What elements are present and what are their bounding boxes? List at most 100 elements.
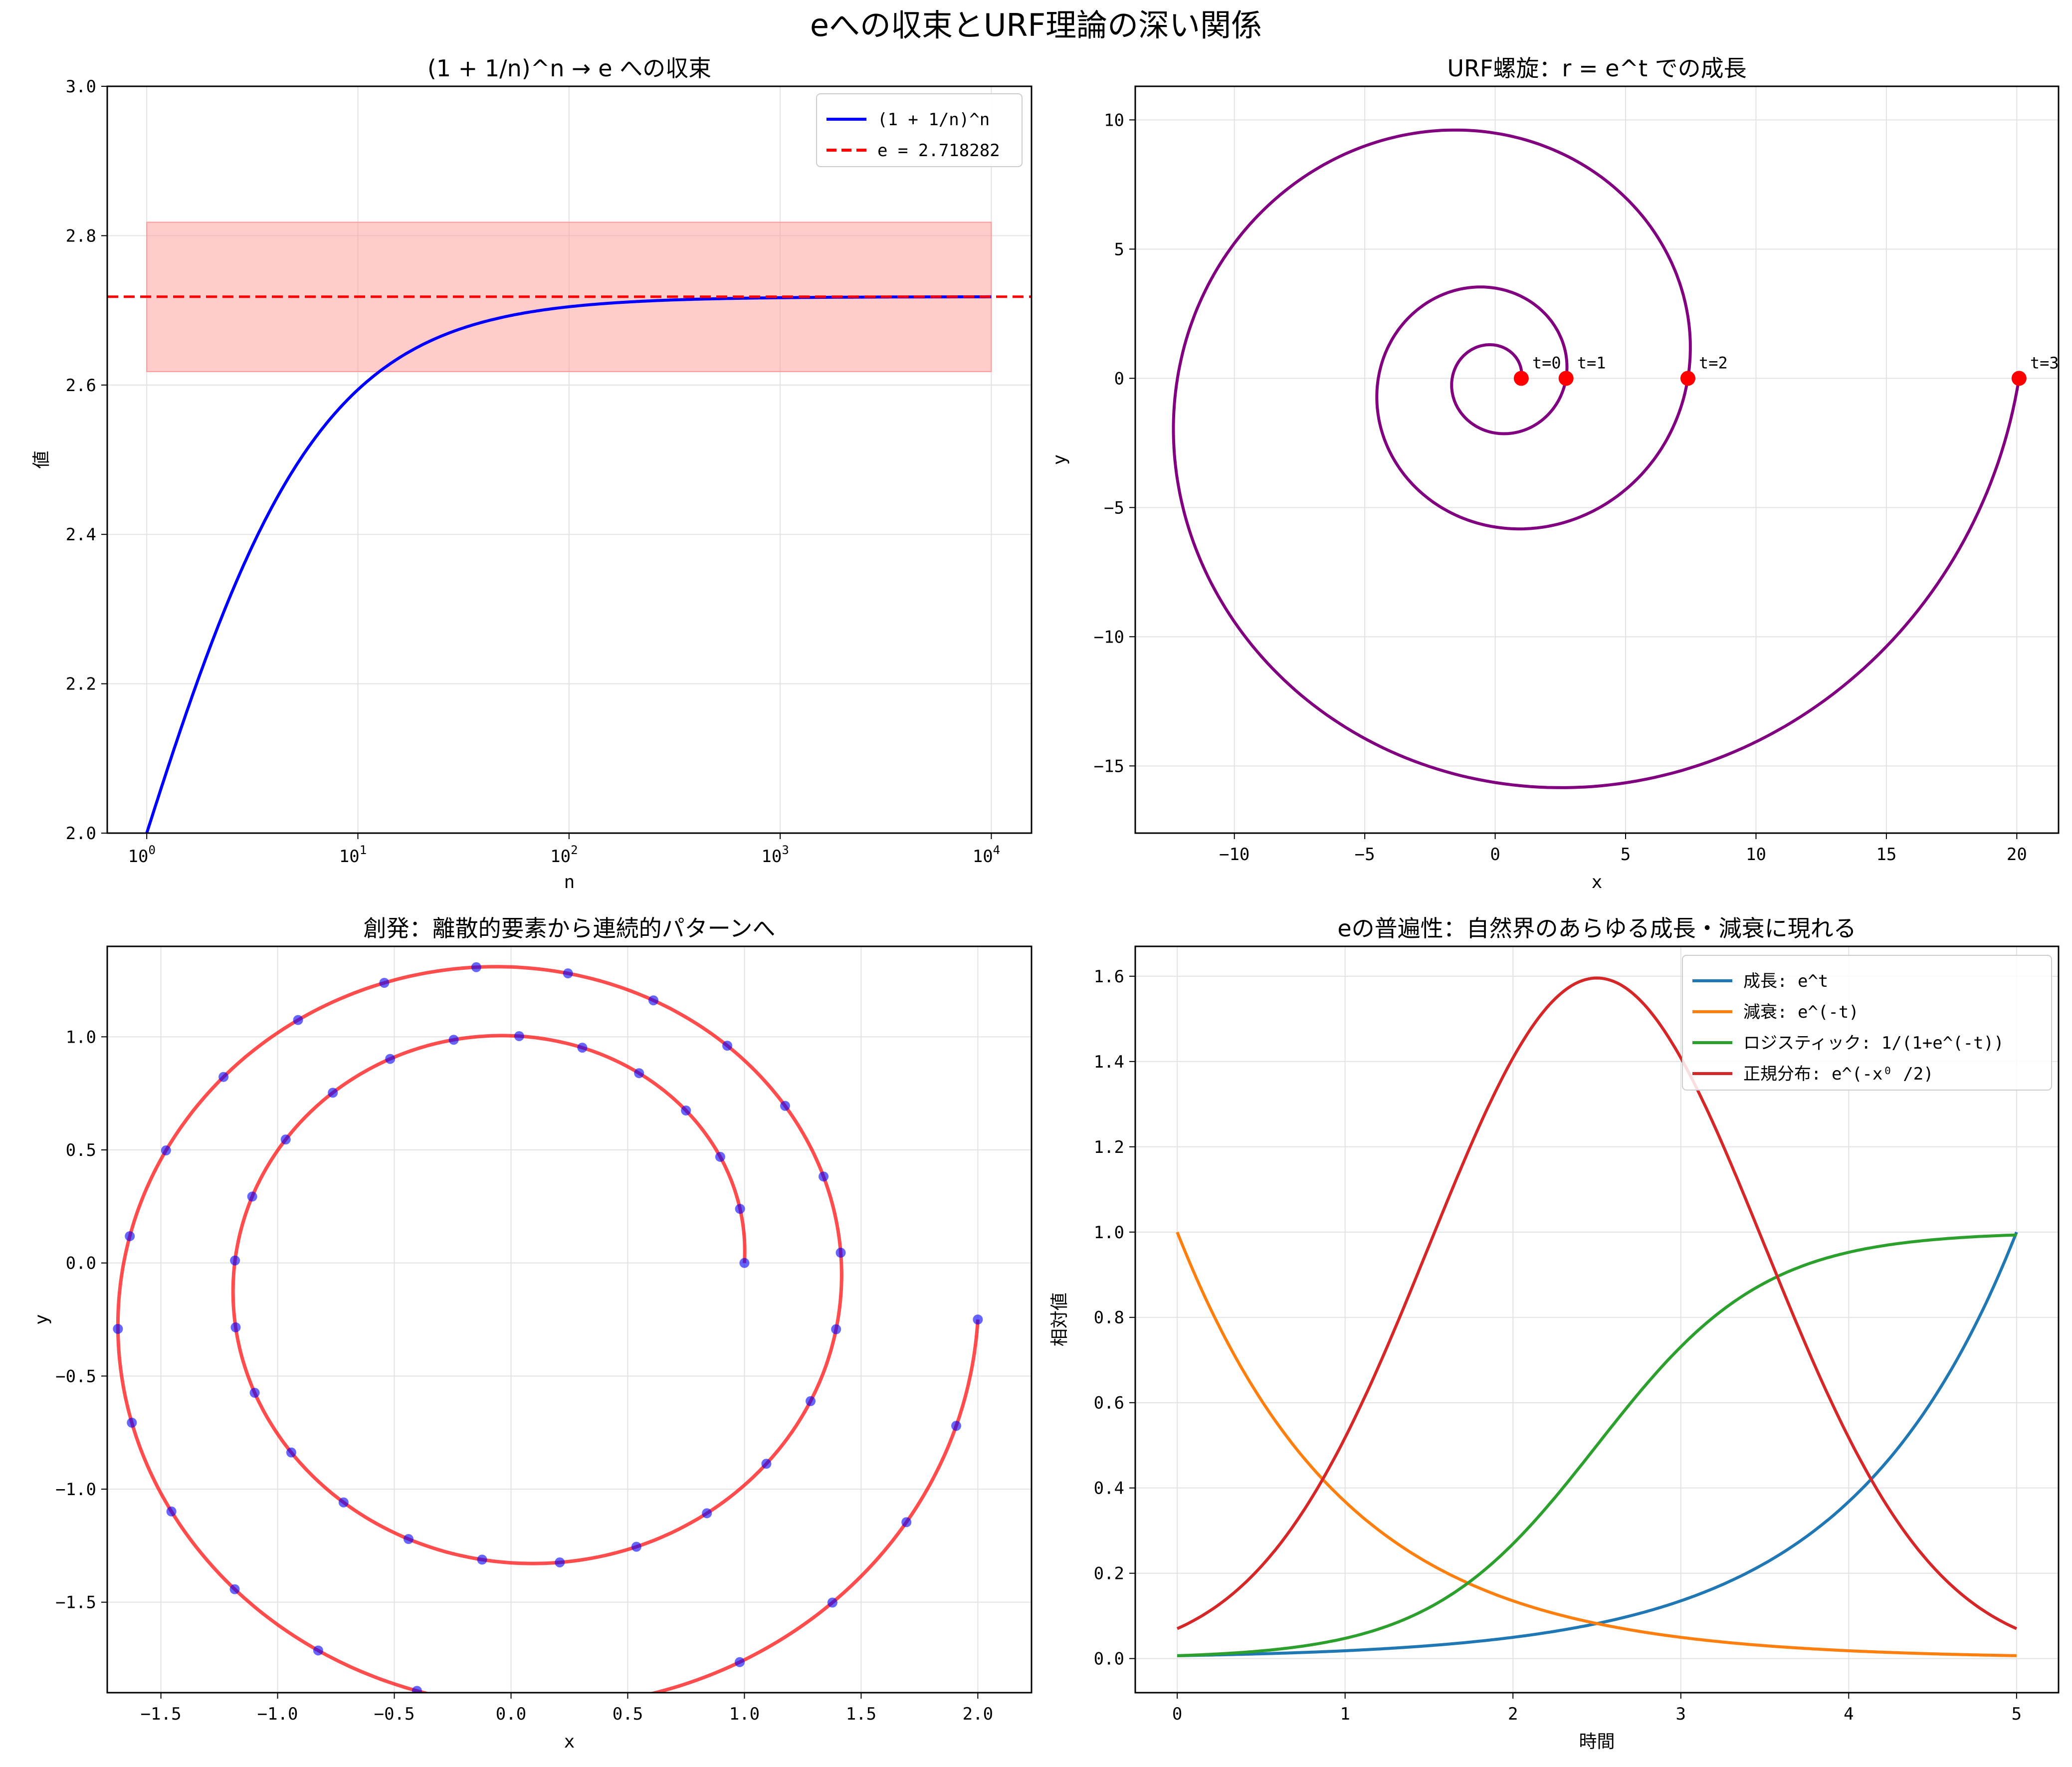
x-tick-label: 2 [1508,1704,1518,1724]
discrete-point [166,1506,177,1517]
y-tick-label: 0.0 [1094,1649,1124,1669]
x-tick-label: 0.0 [496,1704,526,1724]
discrete-point [328,1088,338,1098]
y-tick-label: 2.4 [66,525,96,545]
y-tick-label: 0.0 [66,1254,96,1274]
legend-entry: 成長: e^t [1743,971,1828,991]
y-tick-label: −1.5 [55,1593,96,1613]
discrete-point [218,1072,229,1082]
series-continuous-line [116,965,980,1693]
axes-frame [106,945,1033,1694]
discrete-point [249,1387,260,1398]
x-tick-label: −1.5 [141,1704,182,1724]
y-tick-label: 0 [1114,369,1124,389]
tick-base: 10 [761,847,782,867]
grid [107,86,1032,834]
discrete-point [161,1145,171,1156]
x-tick-label: 3 [1676,1704,1686,1724]
x-tick-label: 0 [1490,845,1500,865]
x-tick-label: 0 [1172,1704,1182,1724]
x-tick-label: 102 [550,843,578,867]
legend-panel-1: (1 + 1/n)^n e = 2.718282 [816,93,1023,167]
tick-exponent: 0 [148,843,155,857]
discrete-point [230,1322,241,1332]
discrete-point [633,1692,636,1693]
tick-base: 10 [128,847,148,867]
legend-entry: ロジスティック: 1/(1+e^(-t)) [1743,1033,2004,1053]
tick-base: 10 [973,847,993,867]
tick-exponent: 4 [993,843,1000,857]
discrete-point [127,1417,137,1428]
discrete-point [514,1031,524,1041]
panel-2: −10 −5 0 5 10 15 20 −15 −10 −5 0 5 10 URF螺旋：r = e^t で… [1049,55,2060,892]
x-tick-label: −10 [1219,845,1249,865]
discrete-point [293,1015,303,1025]
x-tick-label: 100 [128,843,155,867]
x-tick-label: −1.0 [257,1704,298,1724]
figure-title: eへの収束とURF理論の深い関係 [810,7,1262,43]
plot-area [113,962,983,1693]
discrete-point [385,1054,396,1064]
legend-frame [816,93,1023,167]
discrete-point [648,995,658,1006]
y-tick-label: −1.0 [55,1480,96,1500]
ticks: −10 −5 0 5 10 15 20 −15 −10 −5 0 5 10 [1094,110,2027,865]
tick-base: 10 [550,847,571,867]
y-tick-label: 1.0 [1094,1223,1124,1243]
x-axis-label: n [564,872,575,892]
series-line-3 [1177,1233,2017,1657]
marker-t0 [1513,371,1529,386]
x-tick-label: −0.5 [374,1704,415,1724]
point-label: t=3 [2030,353,2059,372]
discrete-point [780,1101,790,1111]
discrete-point [313,1645,323,1656]
y-tick-label: 2.6 [66,376,96,396]
y-axis-label: y [31,1314,52,1325]
discrete-point [555,1557,565,1567]
discrete-point [477,1554,487,1565]
discrete-point [735,1204,745,1214]
series-spiral-line [1172,128,2021,789]
series-line-4 [1176,976,2018,1630]
discrete-point [761,1459,772,1469]
discrete-point [702,1508,712,1519]
x-tick-label: 1.0 [729,1704,760,1724]
y-tick-label: 5 [1114,239,1124,259]
discrete-point [806,1396,816,1406]
x-tick-label: 5 [2012,1704,2022,1724]
legend-entry: (1 + 1/n)^n [877,110,990,130]
y-tick-label: 0.2 [1094,1564,1124,1584]
y-tick-label: 0.6 [1094,1393,1124,1413]
grid [1135,946,2059,1693]
discrete-point [734,1657,745,1667]
y-tick-label: 10 [1104,110,1124,130]
y-axis-label: 値 [31,450,52,468]
discrete-point [739,1258,750,1268]
x-tick-label: 103 [761,843,789,867]
discrete-point [831,1324,841,1334]
plot-area [107,221,1032,833]
discrete-point [715,1151,725,1162]
y-tick-label: 2.8 [66,226,96,246]
discrete-point [827,1597,837,1608]
tick-exponent: 3 [782,843,789,857]
discrete-point [338,1497,349,1508]
tick-exponent: 1 [360,843,367,857]
grid [107,946,1032,1693]
panel-4: 0 1 2 3 4 5 0.0 0.2 0.4 0.6 0.8 1.0 1.2 1.4 1.6 eの普遍性：自… [1049,915,2060,1752]
point-label: t=0 [1532,353,1561,372]
discrete-point [819,1171,829,1182]
marker-t3 [2011,371,2027,386]
y-tick-label: 3.0 [66,77,96,97]
discrete-point [247,1191,257,1202]
x-axis-label: x [564,1732,575,1752]
panel-title: eの普遍性：自然界のあらゆる成長・減衰に現れる [1337,915,1856,942]
x-tick-label: 5 [1621,845,1631,865]
x-tick-label: 0.5 [613,1704,643,1724]
point-label: t=2 [1699,353,1728,372]
legend-entry: e = 2.718282 [877,141,1000,161]
discrete-point [286,1447,296,1458]
legend-entry: 正規分布: e^(-x⁰ /2) [1743,1064,1934,1084]
discrete-point [229,1584,240,1594]
